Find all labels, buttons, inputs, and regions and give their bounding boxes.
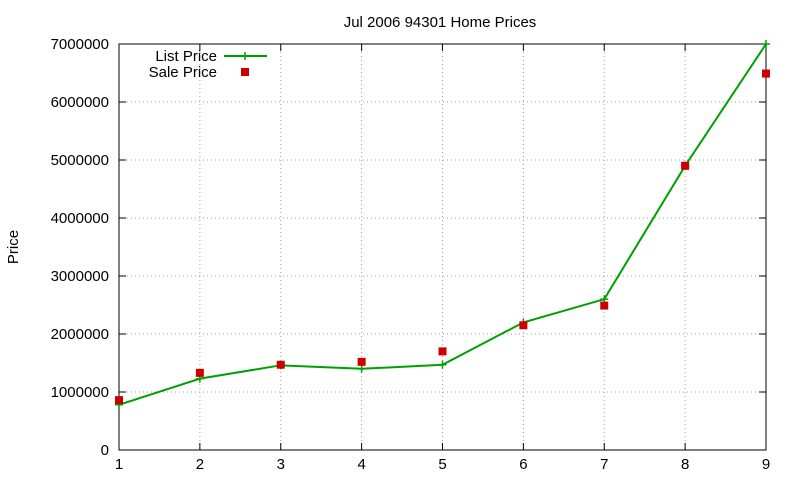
x-tick-label: 5 bbox=[438, 456, 446, 473]
list-price-point bbox=[357, 364, 366, 373]
series-sale-price bbox=[115, 69, 770, 405]
x-tick-label: 7 bbox=[600, 456, 608, 473]
y-axis-title: Price bbox=[5, 230, 22, 264]
chart-title: Jul 2006 94301 Home Prices bbox=[344, 14, 537, 31]
legend-label: List Price bbox=[155, 48, 217, 65]
tick-labels: 1 2 3 4 5 6 7 8 9 0 1000000 2000000 3000000 4000000 50… bbox=[51, 36, 771, 473]
data-series bbox=[115, 40, 770, 409]
y-tick-label: 6000000 bbox=[51, 94, 109, 111]
sale-price-point bbox=[195, 368, 204, 377]
sale-price-point bbox=[115, 396, 123, 405]
x-tick-label: 2 bbox=[196, 456, 204, 473]
x-tick-label: 8 bbox=[681, 456, 689, 473]
plot-frame bbox=[118, 43, 767, 451]
y-tick-label: 0 bbox=[101, 442, 109, 459]
x-tick-label: 6 bbox=[519, 456, 527, 473]
legend-label: Sale Price bbox=[149, 64, 217, 81]
sale-price-point bbox=[762, 69, 770, 78]
sale-price-point bbox=[357, 357, 366, 366]
grid-lines bbox=[119, 44, 766, 450]
y-tick-label: 1000000 bbox=[51, 384, 109, 401]
sale-price-point bbox=[681, 161, 690, 170]
y-tick-label: 2000000 bbox=[51, 326, 109, 343]
y-tick-label: 4000000 bbox=[51, 210, 109, 227]
legend-entry-sale-price: Sale Price bbox=[149, 64, 249, 81]
sale-price-point bbox=[276, 360, 285, 369]
list-price-point bbox=[762, 40, 770, 48]
x-tick-label: 9 bbox=[762, 456, 770, 473]
x-tick-label: 4 bbox=[357, 456, 365, 473]
sale-price-point bbox=[438, 347, 447, 356]
x-tick-label: 1 bbox=[115, 456, 123, 473]
y-tick-label: 5000000 bbox=[51, 152, 109, 169]
legend-entry-list-price: List Price bbox=[155, 48, 267, 65]
y-tick-label: 3000000 bbox=[51, 268, 109, 285]
legend-plus-marker bbox=[241, 52, 249, 60]
sale-price-point bbox=[519, 321, 528, 330]
sale-price-point bbox=[600, 301, 609, 310]
x-tick-label: 3 bbox=[277, 456, 285, 473]
legend-square-marker bbox=[241, 68, 249, 76]
y-tick-label: 7000000 bbox=[51, 36, 109, 53]
list-price-point bbox=[438, 360, 447, 369]
